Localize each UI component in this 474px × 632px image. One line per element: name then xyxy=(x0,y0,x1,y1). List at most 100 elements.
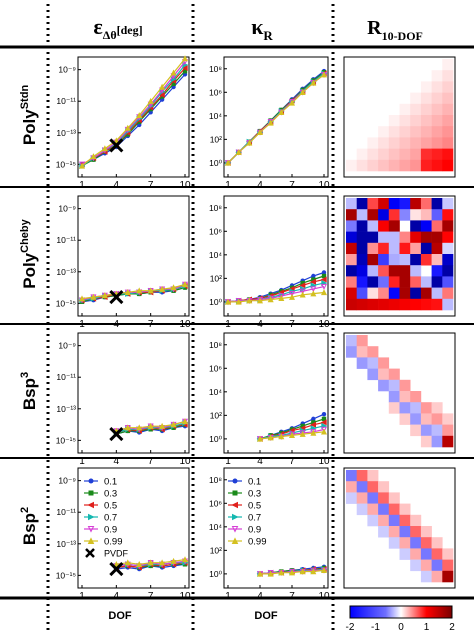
epsilon-2-xtick-label-0: 1 xyxy=(79,456,85,467)
heatmap-cell-0-7-5 xyxy=(399,137,411,149)
heatmap-cell-0-8-7 xyxy=(420,148,432,161)
epsilon-0-point-5-8 xyxy=(170,69,177,76)
heatmap-cell-1-1-6 xyxy=(410,209,422,221)
heatmap-cell-3-1-2 xyxy=(367,481,379,493)
kappa-3-point-4-8 xyxy=(310,567,317,574)
kappa-3-point-4-4 xyxy=(267,570,274,577)
heatmap-cell-0-8-4 xyxy=(388,148,400,161)
kappa-2-xtick-label-1: 4 xyxy=(257,456,263,467)
kappa-2-point-1-9 xyxy=(321,416,327,422)
epsilon-legend-label-1: 0.3 xyxy=(104,489,117,500)
footer-dof-2: DOF xyxy=(254,610,278,622)
kappa-0-ytick-label-3: 10² xyxy=(210,134,222,144)
heatmap-cell-2-4-4 xyxy=(388,379,400,392)
epsilon-2-ytick-label-2: 10⁻¹³ xyxy=(56,404,76,414)
epsilon-3-point-5-5 xyxy=(136,560,143,568)
heatmap-cell-2-9-7 xyxy=(420,435,432,448)
heatmap-cell-1-8-2 xyxy=(367,287,379,300)
heatmap-cell-0-7-6 xyxy=(410,137,422,149)
epsilon-1-xtick-label-2: 7 xyxy=(148,319,154,330)
kappa-3-point-5-7 xyxy=(299,568,306,575)
epsilon-legend-pvdf-label: PVDF xyxy=(104,549,129,559)
heatmap-cell-0-1-9 xyxy=(442,70,454,82)
heatmap-cell-2-3-3 xyxy=(378,368,390,381)
heatmap-cell-1-6-5 xyxy=(399,265,411,277)
heatmap-cell-1-3-0 xyxy=(346,231,357,244)
kappa-1-point-5-0 xyxy=(224,298,232,305)
heatmap-cell-0-7-9 xyxy=(442,137,454,149)
kappa-0-xtick-label-1: 4 xyxy=(257,180,263,191)
heatmap-cell-1-4-4 xyxy=(388,242,400,255)
heatmap-cell-3-2-4 xyxy=(388,492,400,504)
kappa-1-point-5-1 xyxy=(235,298,242,305)
kappa-panel-3: 1 4 7 10 10⁸ 10⁶ 10⁴ 10² 10⁰ xyxy=(209,467,330,602)
epsilon-0-xtick-label-3: 10 xyxy=(179,180,191,191)
kappa-3-ytick-label-2: 10⁴ xyxy=(209,522,222,532)
kappa-0-point-5-7 xyxy=(299,88,306,95)
epsilon-0-xtick-label-1: 4 xyxy=(114,180,120,191)
epsilon-0-series-4 xyxy=(81,61,186,165)
heatmap-cell-1-5-0 xyxy=(346,254,357,266)
heatmap-cell-0-4-9 xyxy=(442,103,454,116)
kappa-3-ytick-label-1: 10⁶ xyxy=(209,498,222,508)
heatmap-cell-3-7-9 xyxy=(442,548,454,560)
heatmap-cell-1-7-6 xyxy=(410,276,422,288)
kappa-1-series-5 xyxy=(228,291,325,303)
heatmap-cell-0-1-8 xyxy=(431,70,443,82)
heatmap-cell-0-5-4 xyxy=(388,115,400,127)
kappa-0-xtick-label-0: 1 xyxy=(225,180,231,191)
kappa-1-frame xyxy=(223,195,329,317)
kappa-3-xtick-label-1: 4 xyxy=(257,591,263,602)
kappa-3-xtick-label-0: 1 xyxy=(225,591,231,602)
epsilon-2-frame xyxy=(77,332,190,454)
heatmap-cell-2-0-0 xyxy=(346,335,357,347)
heatmap-cell-3-4-5 xyxy=(399,514,411,527)
epsilon-3-ytick-label-3: 10⁻¹⁵ xyxy=(56,570,76,580)
heatmap-cell-1-6-8 xyxy=(431,265,443,277)
heatmap-cell-1-7-0 xyxy=(346,276,357,288)
kappa-1-xtick-label-0: 1 xyxy=(225,319,231,330)
heatmap-cell-0-9-4 xyxy=(388,159,400,172)
kappa-2-point-5-7 xyxy=(299,430,306,437)
heatmap-cell-1-2-1 xyxy=(356,220,368,232)
epsilon-3-ytick-label-1: 10⁻¹¹ xyxy=(56,507,76,517)
kappa-3-point-5-6 xyxy=(288,569,296,576)
kappa-2-point-5-5 xyxy=(278,433,285,440)
epsilon-1-pvdf-marker xyxy=(109,289,124,305)
kappa-1-point-5-2 xyxy=(246,297,253,304)
heatmap-cell-3-6-7 xyxy=(420,537,432,549)
epsilon-0-point-1-8 xyxy=(171,81,176,87)
kappa-legend-label-2: 0.5 xyxy=(248,501,261,512)
heatmap-cell-0-6-5 xyxy=(399,126,411,138)
kappa-1-ytick-label-2: 10⁴ xyxy=(209,250,222,260)
heatmap-cell-2-3-4 xyxy=(388,368,400,381)
kappa-2-point-4-8 xyxy=(310,429,317,436)
heatmap-cell-1-1-0 xyxy=(346,209,357,221)
kappa-1-ytick-label-3: 10² xyxy=(210,273,222,283)
kappa-3-point-5-5 xyxy=(278,569,285,576)
heatmap-cell-0-6-8 xyxy=(431,126,443,138)
kappa-3-point-5-3 xyxy=(256,570,264,577)
kappa-3-point-5-9 xyxy=(320,567,328,574)
heatmap-cell-1-9-7 xyxy=(420,298,432,311)
colorbar-tick-2: 0 xyxy=(398,622,404,632)
epsilon-panel-2: 1 4 7 10 10⁻⁹ 10⁻¹¹ 10⁻¹³ 10⁻¹⁵ xyxy=(56,332,191,467)
kappa-1-point-1-7 xyxy=(300,280,305,286)
heatmap-cell-3-8-9 xyxy=(442,559,454,572)
kappa-legend-marker-2 xyxy=(231,501,238,509)
heatmap-cell-1-0-7 xyxy=(420,198,432,210)
kappa-legend-marker-5 xyxy=(231,537,239,544)
heatmap-cell-3-2-1 xyxy=(356,492,368,504)
heatmap-cell-0-5-5 xyxy=(399,115,411,127)
kappa-1-point-4-1 xyxy=(235,298,242,305)
heatmap-cell-1-9-8 xyxy=(431,298,443,311)
kappa-1-point-2-9 xyxy=(320,276,327,283)
heatmap-cell-0-8-8 xyxy=(431,148,443,161)
epsilon-3-pvdf-marker xyxy=(109,561,124,577)
heatmap-cell-2-1-1 xyxy=(356,346,368,358)
kappa-2-point-1-7 xyxy=(300,423,305,429)
heatmap-cell-1-9-3 xyxy=(378,298,390,311)
kappa-1-point-4-7 xyxy=(299,288,306,295)
heatmap-cell-3-7-7 xyxy=(420,548,432,560)
